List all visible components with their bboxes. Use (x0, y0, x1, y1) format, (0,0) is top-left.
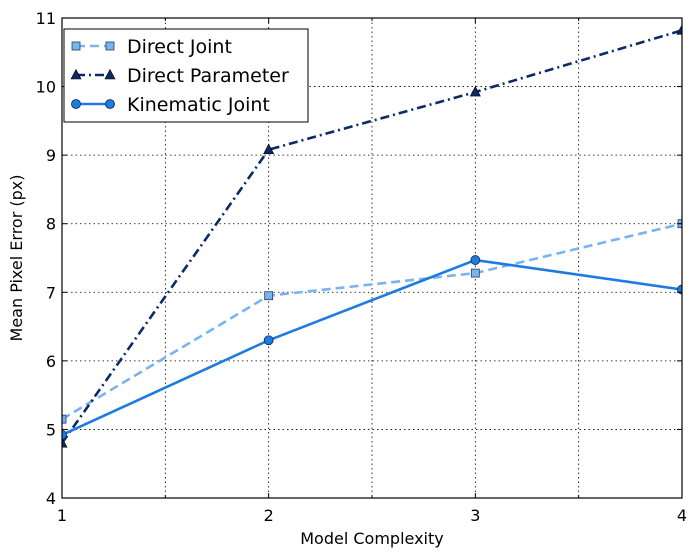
legend-label: Direct Parameter (127, 65, 289, 87)
data-point (62, 436, 68, 448)
legend-marker (70, 68, 82, 80)
data-point (62, 430, 67, 440)
axis-ticks: 1 2 3 4 4 5 6 7 8 9 10 11 (36, 9, 687, 525)
y-tick-label: 7 (46, 283, 56, 302)
legend: Direct Joint Direct Parameter Kinematic Jo… (63, 28, 309, 123)
x-tick-label: 4 (677, 506, 687, 525)
y-tick-label: 11 (36, 9, 56, 28)
x-tick-label: 1 (57, 506, 67, 525)
series-direct-parameter (62, 24, 682, 448)
legend-label: Kinematic Joint (127, 94, 270, 116)
y-tick-label: 4 (46, 489, 56, 508)
data-point (470, 255, 481, 265)
y-tick-label: 6 (46, 352, 56, 371)
y-tick-label: 9 (46, 146, 56, 165)
legend-marker (71, 99, 81, 109)
data-point (469, 85, 481, 97)
series-line (62, 222, 682, 421)
y-tick-label: 8 (46, 215, 56, 234)
x-axis-title: Model Complexity (300, 529, 444, 548)
y-tick-label: 5 (46, 420, 56, 439)
legend-label: Direct Joint (127, 36, 232, 58)
data-point (263, 143, 275, 154)
x-tick-label: 3 (470, 506, 480, 525)
x-tick-label: 2 (264, 506, 274, 525)
data-point (676, 24, 682, 35)
legend-marker (105, 99, 115, 109)
y-tick-label: 10 (36, 78, 56, 97)
data-point (264, 291, 274, 301)
data-point (470, 268, 480, 278)
series-group (62, 24, 682, 448)
y-axis-title: Mean Pixel Error (px) (7, 175, 26, 342)
series-line (62, 258, 682, 437)
legend-marker (71, 41, 81, 51)
legend-marker (105, 41, 115, 51)
legend-marker (104, 68, 116, 80)
data-point (263, 335, 274, 346)
data-point (62, 414, 67, 424)
legend-box (63, 28, 309, 123)
series-line (62, 29, 682, 444)
